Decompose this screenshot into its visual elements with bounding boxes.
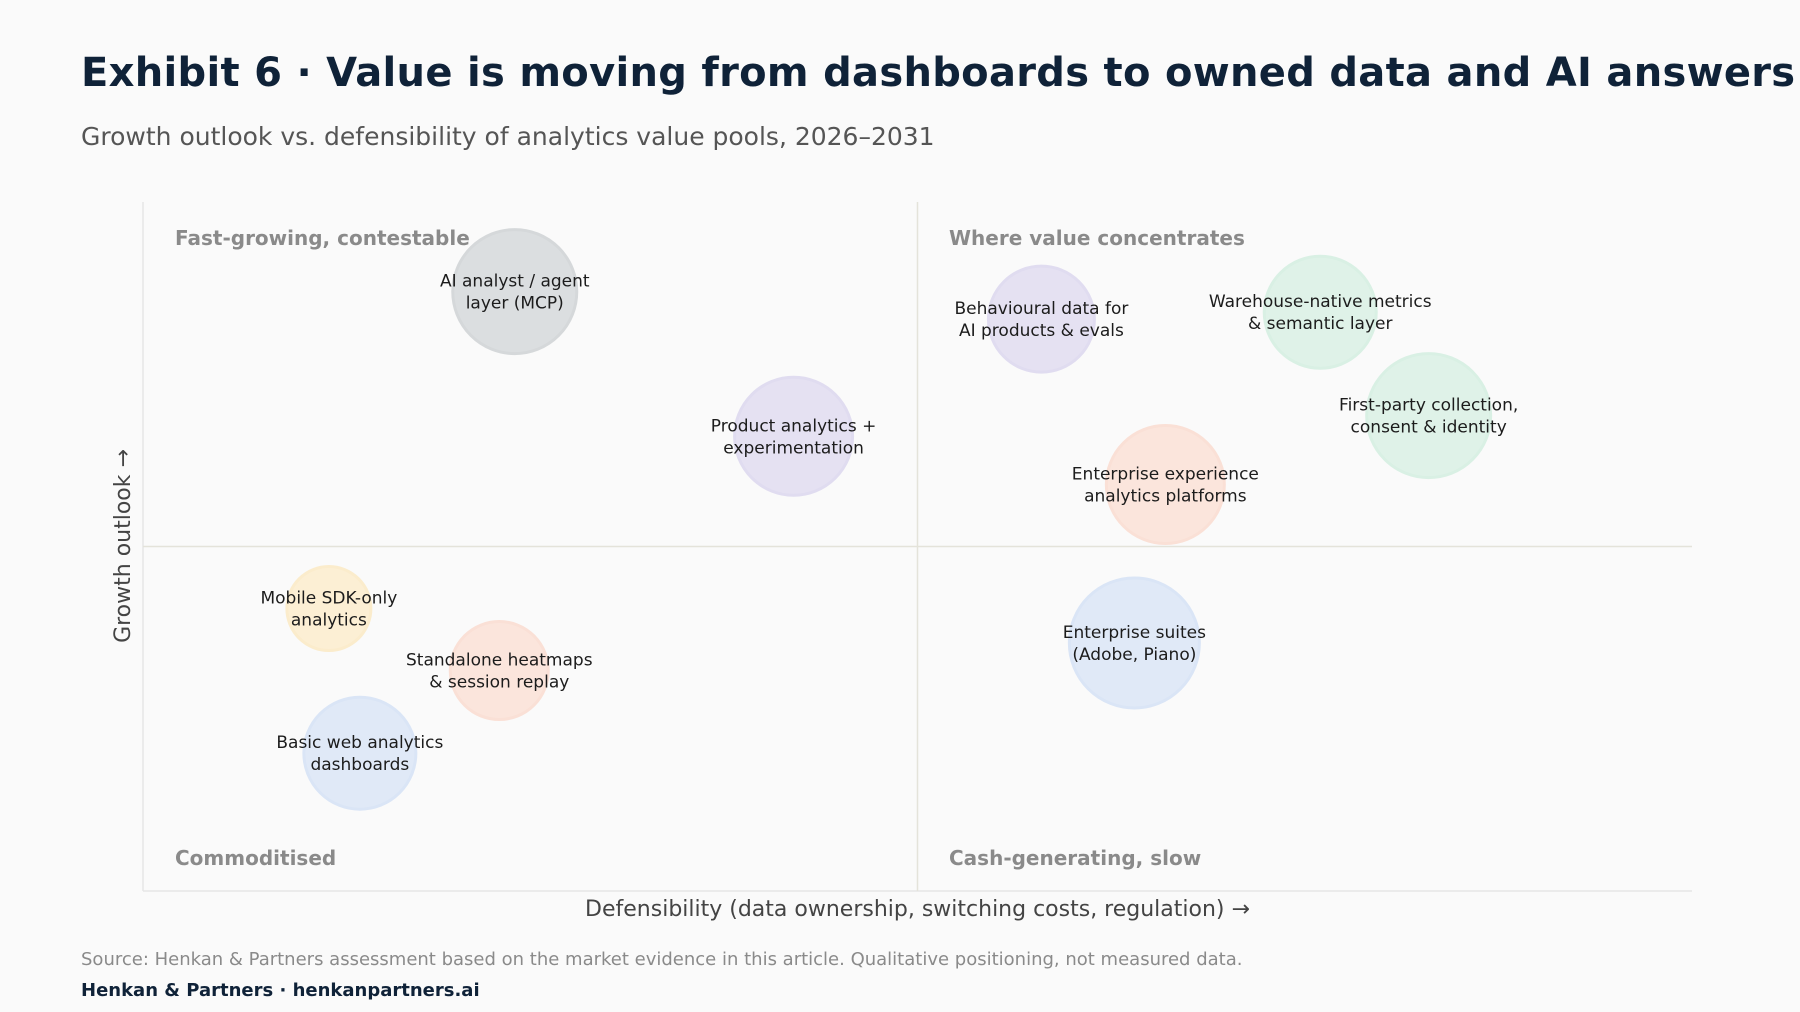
bubble-label: dashboards <box>310 755 409 775</box>
bubble-label: (Adobe, Piano) <box>1072 645 1196 665</box>
quadrant-labels: Fast-growing, contestable Where value con… <box>175 226 1245 870</box>
bubble-circle <box>451 228 579 356</box>
bubble-circle <box>448 620 550 722</box>
bubble-label: layer (MCP) <box>466 294 564 314</box>
bubble-circle <box>986 264 1096 374</box>
bubble-label: First-party collection, <box>1339 396 1518 416</box>
bubble-circle <box>1104 423 1226 545</box>
bubble-circle <box>285 565 373 653</box>
y-axis-title: Growth outlook → <box>111 449 136 643</box>
bubble-label: AI products & evals <box>959 321 1124 341</box>
bubble-label: analytics <box>291 611 367 631</box>
bubble-circle <box>733 375 855 497</box>
bubble-label: consent & identity <box>1351 418 1507 438</box>
bubble-label: Standalone heatmaps <box>406 651 593 671</box>
bubble-2: Product analytics +experimentation <box>711 375 877 497</box>
bubble-label: Enterprise experience <box>1072 464 1259 484</box>
bubble-circle <box>1067 576 1201 710</box>
quadrant-label-top-right: Where value concentrates <box>949 226 1245 250</box>
bubble-label: experimentation <box>723 438 864 458</box>
quadrant-label-bottom-right: Cash-generating, slow <box>949 846 1201 870</box>
bubble-label: & semantic layer <box>1248 314 1393 334</box>
bubble-label: analytics platforms <box>1084 486 1247 506</box>
brand-footer: Henkan & Partners · henkanpartners.ai <box>81 980 480 1001</box>
bubble-circle <box>1365 352 1493 480</box>
bubble-label: & session replay <box>429 673 569 693</box>
bubble-label: Warehouse-native metrics <box>1209 292 1432 312</box>
bubble-label: Behavioural data for <box>954 299 1128 319</box>
bubble-circle <box>1262 254 1378 370</box>
source-note: Source: Henkan & Partners assessment bas… <box>81 949 1243 970</box>
bubble-9: Standalone heatmaps& session replay <box>406 620 593 722</box>
bubble-circle <box>302 695 418 811</box>
bubble-5: First-party collection,consent & identit… <box>1339 352 1518 480</box>
bubble-label: Enterprise suites <box>1063 623 1206 643</box>
bubble-label: Basic web analytics <box>276 733 443 753</box>
x-axis-title: Defensibility (data ownership, switching… <box>585 897 1250 922</box>
quadrant-label-bottom-left: Commoditised <box>175 846 336 870</box>
quadrant-label-top-left: Fast-growing, contestable <box>175 226 470 250</box>
axis-labels: Defensibility (data ownership, switching… <box>111 449 1250 922</box>
quadrant-dividers <box>143 202 1692 891</box>
bubble-4: Warehouse-native metrics& semantic layer <box>1209 254 1432 370</box>
bubble-label: AI analyst / agent <box>440 272 590 292</box>
bubble-label: Product analytics + <box>711 416 877 436</box>
page-subtitle: Growth outlook vs. defensibility of anal… <box>81 122 935 151</box>
bubble-label: Mobile SDK-only <box>260 589 397 609</box>
bubble-7: Enterprise suites(Adobe, Piano) <box>1063 576 1206 710</box>
page-title: Exhibit 6 · Value is moving from dashboa… <box>81 50 1796 96</box>
